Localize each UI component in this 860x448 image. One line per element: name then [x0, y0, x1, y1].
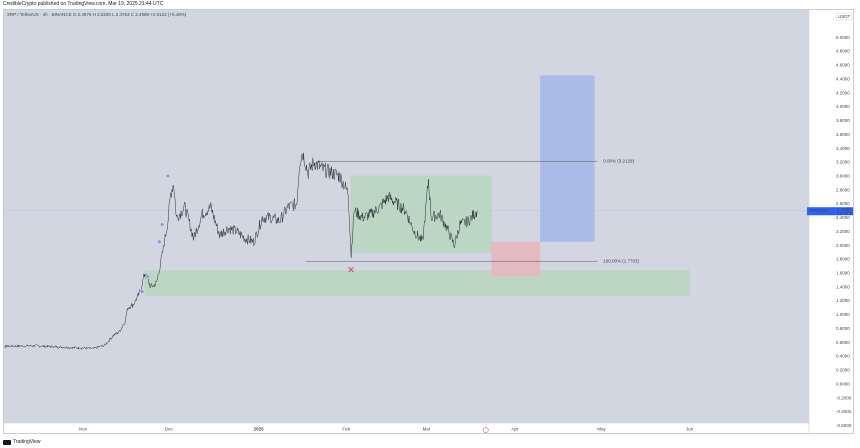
x-tick-label: Dec [165, 427, 174, 432]
price-label-countdown: 01:16:21 [837, 211, 853, 216]
x-tick-label: Jun [686, 427, 694, 432]
x-tick-label: Feb [342, 427, 350, 432]
y-tick-label: 4.8000 [836, 49, 850, 54]
y-tick-label: -0.6000 [836, 423, 852, 428]
y-tick-label: 1.8000 [836, 257, 850, 262]
y-tick-label: 0.0000 [836, 381, 850, 386]
y-tick-label: 4.0000 [836, 104, 850, 109]
event-marker-icon[interactable] [482, 427, 489, 433]
y-tick-label: 2.8000 [836, 187, 850, 192]
y-tick-label: 3.8000 [836, 118, 850, 123]
y-tick-label: 3.6000 [836, 132, 850, 137]
y-tick-label: -0.4000 [836, 409, 852, 414]
x-tick-label: Nov [79, 427, 88, 432]
y-tick-label: 1.6000 [836, 271, 850, 276]
currency-box[interactable] [835, 12, 853, 21]
price-series-line[interactable] [4, 152, 478, 350]
y-tick-label: 2.2000 [836, 229, 850, 234]
y-tick-label: 1.0000 [836, 312, 850, 317]
wave-point-marker[interactable] [139, 289, 145, 294]
fib-level-label: 0.00% (3.2129) [603, 159, 634, 164]
y-tick-label: 3.2000 [836, 160, 850, 165]
invalidation-x-marker[interactable] [348, 266, 354, 273]
symbol-ohlc-legend: XRP / TetherUS · 4h · BINANCE O 2.4976 H… [7, 12, 187, 17]
stop-loss-zone[interactable] [491, 241, 541, 277]
chart-publication-header: CredibleCrypto published on TradingView.… [0, 0, 860, 9]
price-scale-background [809, 10, 853, 433]
price-label-symbol: XRPUSDT [809, 208, 831, 213]
y-tick-label: 0.6000 [836, 340, 850, 345]
y-tick-label: -0.2000 [836, 395, 852, 400]
time-scale-background [4, 423, 809, 433]
price-label-value: 2.4988 [837, 207, 851, 212]
y-tick-label: 4.2000 [836, 90, 850, 95]
footer: TradingView [3, 437, 41, 447]
chart-frame: XRP / TetherUS · 4h · BINANCE O 2.4976 H… [3, 9, 854, 434]
y-tick-label: 4.4000 [836, 76, 850, 81]
chart-svg[interactable]: XRP / TetherUS · 4h · BINANCE O 2.4976 H… [4, 10, 853, 433]
fib-level-label: 100.00% (1.7703) [603, 259, 639, 264]
published-by-text: CredibleCrypto published on TradingView.… [3, 1, 164, 7]
y-tick-label: 5.0000 [836, 35, 850, 40]
y-tick-label: 0.8000 [836, 326, 850, 331]
y-tick-label: 2.4000 [836, 215, 850, 220]
wave-point-marker[interactable] [165, 173, 171, 179]
wave-point-marker[interactable] [159, 222, 165, 227]
wave-point-marker[interactable] [157, 239, 162, 245]
wave-point-marker[interactable] [145, 274, 151, 279]
y-tick-label: 1.2000 [836, 298, 850, 303]
tradingview-logo-icon [3, 439, 11, 445]
x-tick-label: Mar [423, 427, 431, 432]
y-tick-label: 1.4000 [836, 284, 850, 289]
price-label-box [807, 207, 853, 216]
y-tick-label: 2.0000 [836, 243, 850, 248]
target-zone[interactable] [540, 75, 595, 242]
y-tick-label: 0.4000 [836, 354, 850, 359]
x-tick-label: Apr [511, 427, 519, 432]
footer-brand: TradingView [13, 439, 41, 445]
y-tick-label: 3.0000 [836, 173, 850, 178]
y-tick-label: 4.6000 [836, 63, 850, 68]
x-tick-label: 2025 [254, 427, 265, 432]
y-tick-label: 3.4000 [836, 146, 850, 151]
support-zone[interactable] [144, 270, 690, 296]
y-tick-label: 2.6000 [836, 201, 850, 206]
x-tick-label: May [597, 427, 606, 432]
currency-label: USDT [838, 14, 851, 19]
y-tick-label: 0.2000 [836, 368, 850, 373]
